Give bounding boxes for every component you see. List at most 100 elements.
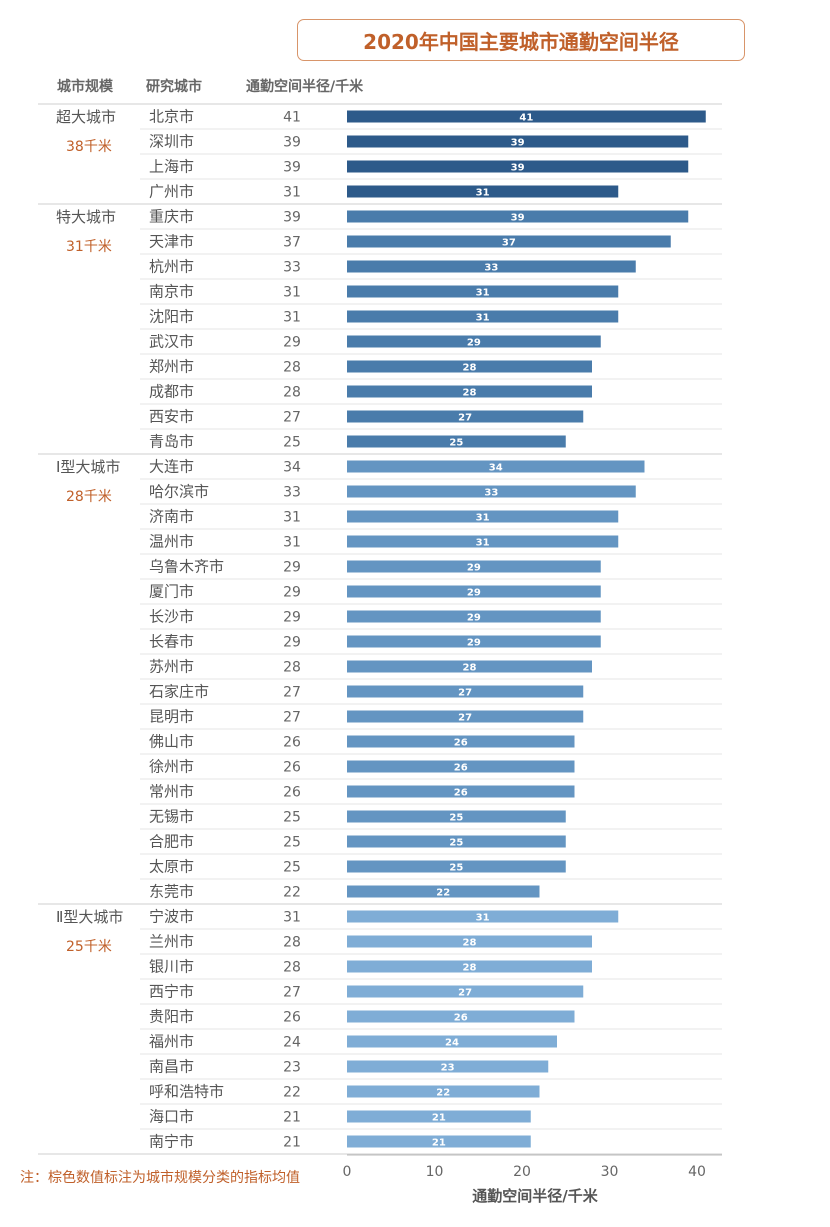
bar-data-label: 26	[454, 738, 468, 749]
city-label: 天津市	[149, 233, 194, 251]
city-label: 北京市	[149, 108, 194, 126]
value-label: 28	[283, 385, 301, 401]
bar-data-label: 29	[467, 338, 481, 349]
city-label: 合肥市	[149, 833, 194, 851]
bar	[347, 985, 584, 998]
city-label: 无锡市	[149, 808, 194, 826]
bar	[347, 910, 619, 923]
value-label: 27	[283, 685, 301, 701]
value-label: 31	[283, 510, 301, 526]
city-label: 呼和浩特市	[149, 1083, 224, 1101]
city-label: 大连市	[149, 458, 194, 476]
bar	[347, 460, 645, 473]
value-label: 31	[283, 285, 301, 301]
value-label: 33	[283, 485, 301, 501]
x-tick-label: 10	[426, 1164, 444, 1180]
value-label: 39	[283, 135, 301, 151]
bar-data-label: 26	[454, 763, 468, 774]
bar	[347, 110, 706, 123]
bar-data-label: 28	[463, 938, 477, 949]
bar-data-label: 25	[449, 813, 463, 824]
bar	[347, 1060, 549, 1073]
group-label: 特大城市	[56, 208, 116, 226]
bar-data-label: 29	[467, 588, 481, 599]
city-label: 长沙市	[149, 608, 194, 626]
bar-data-label: 25	[449, 863, 463, 874]
city-label: 西宁市	[149, 983, 194, 1001]
bar	[347, 310, 619, 323]
value-label: 25	[283, 435, 301, 451]
bar-data-label: 29	[467, 563, 481, 574]
value-label: 31	[283, 910, 301, 926]
bar	[347, 960, 592, 973]
city-label: 银川市	[149, 958, 194, 976]
bar	[347, 860, 566, 873]
bar	[347, 210, 689, 223]
bar-data-label: 37	[502, 238, 516, 249]
bar-data-label: 33	[484, 263, 498, 274]
city-label: 济南市	[149, 508, 194, 526]
value-label: 23	[283, 1060, 301, 1076]
bar-data-label: 31	[476, 538, 490, 549]
value-label: 29	[283, 585, 301, 601]
city-label: 太原市	[149, 858, 194, 876]
value-label: 27	[283, 985, 301, 1001]
value-label: 31	[283, 310, 301, 326]
city-label: 乌鲁木齐市	[149, 558, 224, 576]
bar-data-label: 33	[484, 488, 498, 499]
bar-data-label: 39	[511, 213, 525, 224]
bar-data-label: 22	[436, 888, 450, 899]
bar-data-label: 39	[511, 138, 525, 149]
bar-data-label: 31	[476, 313, 490, 324]
bar	[347, 885, 540, 898]
bar	[347, 560, 601, 573]
city-label: 徐州市	[149, 758, 194, 776]
value-label: 29	[283, 635, 301, 651]
bar-data-label: 31	[476, 513, 490, 524]
x-axis-title: 通勤空间半径/千米	[472, 1187, 598, 1205]
value-label: 37	[283, 235, 301, 251]
value-label: 29	[283, 560, 301, 576]
bar	[347, 410, 584, 423]
value-label: 29	[283, 610, 301, 626]
bar-data-label: 34	[489, 463, 503, 474]
bar	[347, 585, 601, 598]
bar	[347, 335, 601, 348]
city-label: 武汉市	[149, 333, 194, 351]
city-label: 海口市	[149, 1108, 194, 1126]
group-mean-label: 38千米	[66, 139, 112, 155]
bar-data-label: 29	[467, 613, 481, 624]
bar-data-label: 39	[511, 163, 525, 174]
bar-data-label: 26	[454, 788, 468, 799]
group-label: Ⅱ型大城市	[56, 908, 123, 926]
bar-data-label: 28	[463, 963, 477, 974]
city-label: 厦门市	[149, 583, 194, 601]
value-label: 26	[283, 735, 301, 751]
bar	[347, 485, 636, 498]
bar	[347, 135, 689, 148]
bar	[347, 710, 584, 723]
value-label: 22	[283, 1085, 301, 1101]
bar-data-label: 27	[458, 988, 472, 999]
city-label: 昆明市	[149, 708, 194, 726]
bar	[347, 935, 592, 948]
city-label: 佛山市	[149, 733, 194, 751]
city-label: 重庆市	[149, 208, 194, 226]
footnote: 注：棕色数值标注为城市规模分类的指标均值	[20, 1170, 300, 1186]
city-label: 宁波市	[149, 908, 194, 926]
city-label: 广州市	[149, 183, 194, 201]
bar	[347, 535, 619, 548]
city-label: 郑州市	[149, 358, 194, 376]
bar-data-label: 25	[449, 838, 463, 849]
bar	[347, 435, 566, 448]
bar-data-label: 27	[458, 413, 472, 424]
bar	[347, 260, 636, 273]
bar	[347, 185, 619, 198]
bar-data-label: 26	[454, 1013, 468, 1024]
value-label: 29	[283, 335, 301, 351]
city-label: 东莞市	[149, 883, 194, 901]
city-label: 长春市	[149, 633, 194, 651]
bar-data-label: 28	[463, 388, 477, 399]
value-label: 31	[283, 535, 301, 551]
